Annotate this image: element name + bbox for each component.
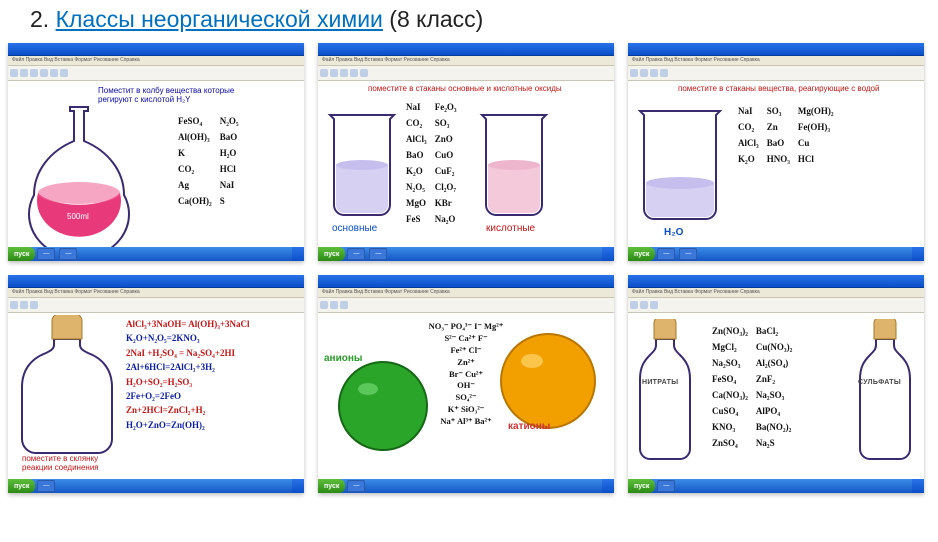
- win-taskbar: пуск—: [8, 479, 304, 493]
- win-titlebar: [8, 275, 304, 288]
- bottle-icon: [634, 319, 696, 469]
- page-title: 2. Классы неорганической химии (8 класс): [0, 0, 938, 43]
- bottle-2-label: СУЛЬФАТЫ: [858, 379, 901, 386]
- beaker-label: H₂O: [664, 227, 683, 238]
- start-button[interactable]: пуск: [318, 479, 345, 493]
- win-titlebar: [318, 43, 614, 56]
- bottle-icon: [854, 319, 916, 469]
- beaker-2-label: кислотные: [486, 223, 535, 234]
- start-button[interactable]: пуск: [8, 247, 35, 261]
- win-menubar: Файл Правка Вид Вставка Формат Рисование…: [628, 56, 924, 66]
- task-item[interactable]: —: [59, 248, 77, 260]
- task-item[interactable]: —: [37, 480, 55, 492]
- win-titlebar: [628, 275, 924, 288]
- win-taskbar: пуск——: [318, 247, 614, 261]
- panel-3-formulas: NaISO₃Mg(OH)₂CO₂ZnFe(OH)₃AlCl₃BaOCuK₂OHN…: [736, 103, 842, 169]
- tray: [292, 247, 304, 261]
- win-toolbar: [318, 66, 614, 81]
- beaker-icon: [636, 105, 724, 223]
- bottle-1-label: НИТРАТЫ: [642, 379, 678, 386]
- task-item[interactable]: —: [347, 480, 365, 492]
- tray: [912, 247, 924, 261]
- panel-4: Файл Правка Вид Вставка Формат Рисование…: [8, 275, 304, 493]
- start-button[interactable]: пуск: [628, 247, 655, 261]
- tray: [912, 479, 924, 493]
- tray: [292, 479, 304, 493]
- task-item[interactable]: —: [347, 248, 365, 260]
- win-taskbar: пуск—: [628, 479, 924, 493]
- win-menubar: Файл Правка Вид Вставка Формат Рисование…: [8, 56, 304, 66]
- win-menubar: Файл Правка Вид Вставка Формат Рисование…: [8, 288, 304, 298]
- win-titlebar: [318, 275, 614, 288]
- thumbnail-grid: Файл Правка Вид Вставка Формат Рисование…: [0, 43, 938, 493]
- win-taskbar: пуск——: [8, 247, 304, 261]
- panel-6: Файл Правка Вид Вставка Формат Рисование…: [628, 275, 924, 493]
- panel-6-formulas: Zn(NO₃)₂BaCl₂MgCl₂Cu(NO₃)₂Na₂SO₃Al₂(SO₄)…: [710, 323, 800, 453]
- tray: [602, 479, 614, 493]
- start-button[interactable]: пуск: [8, 479, 35, 493]
- beaker-icon: [478, 109, 550, 219]
- task-item[interactable]: —: [657, 248, 675, 260]
- anion-label: анионы: [324, 353, 362, 364]
- win-menubar: Файл Правка Вид Вставка Формат Рисование…: [318, 56, 614, 66]
- title-suffix: (8 класс): [389, 6, 483, 32]
- panel-1-canvas: Поместит в колбу вещества которые региру…: [8, 81, 304, 247]
- ion-list: NO₃⁻ PO₄³⁻ I⁻ Mg²⁺ S²⁻ Ca²⁺ F⁻ Fe²⁺ Cl⁻ …: [416, 321, 516, 428]
- panel-2-instruction: поместите в стаканы основные и кислотные…: [368, 85, 562, 94]
- task-item[interactable]: —: [369, 248, 387, 260]
- panel-4-canvas: AlCl₃+3NaOH= Al(OH)₃+3NaClK₂O+N₂O₅=2KNO₃…: [8, 313, 304, 479]
- win-titlebar: [8, 43, 304, 56]
- win-taskbar: пуск——: [628, 247, 924, 261]
- task-item[interactable]: —: [679, 248, 697, 260]
- win-toolbar: [8, 298, 304, 313]
- win-toolbar: [318, 298, 614, 313]
- win-menubar: Файл Правка Вид Вставка Формат Рисование…: [318, 288, 614, 298]
- panel-5: Файл Правка Вид Вставка Формат Рисование…: [318, 275, 614, 493]
- panel-2-formulas: NaIFe₂O₃CO₂SO₃AlCl₃ZnOBaOCuOK₂OCuF₂N₂O₅C…: [404, 99, 465, 229]
- panel-3: Файл Правка Вид Вставка Формат Рисование…: [628, 43, 924, 261]
- title-number: 2.: [30, 6, 49, 32]
- panel-4-equations: AlCl₃+3NaOH= Al(OH)₃+3NaClK₂O+N₂O₅=2KNO₃…: [126, 317, 250, 432]
- panel-5-canvas: анионы катионы NO₃⁻ PO₄³⁻ I⁻ Mg²⁺ S²⁻ Ca…: [318, 313, 614, 479]
- win-toolbar: [628, 66, 924, 81]
- win-menubar: Файл Правка Вид Вставка Формат Рисование…: [628, 288, 924, 298]
- panel-1-formulas: FeSO₄N₂O₅Al(OH)₃BaOKH₂OCO₂HClAgNaICa(OH)…: [176, 113, 247, 211]
- start-button[interactable]: пуск: [628, 479, 655, 493]
- panel-3-canvas: поместите в стаканы вещества, реагирующи…: [628, 81, 924, 247]
- panel-1: Файл Правка Вид Вставка Формат Рисование…: [8, 43, 304, 261]
- task-item[interactable]: —: [657, 480, 675, 492]
- beaker-icon: [326, 109, 398, 219]
- win-toolbar: [8, 66, 304, 81]
- panel-4-instruction: поместите в склянку реакции соединения: [22, 455, 99, 473]
- panel-2: Файл Правка Вид Вставка Формат Рисование…: [318, 43, 614, 261]
- win-toolbar: [628, 298, 924, 313]
- win-titlebar: [628, 43, 924, 56]
- beaker-1-label: основные: [332, 223, 377, 234]
- flask-icon: 500ml: [14, 99, 144, 247]
- panel-2-canvas: поместите в стаканы основные и кислотные…: [318, 81, 614, 247]
- flask-label: 500ml: [67, 212, 89, 221]
- start-button[interactable]: пуск: [318, 247, 345, 261]
- panel-3-instruction: поместите в стаканы вещества, реагирующи…: [678, 85, 879, 94]
- panel-6-canvas: НИТРАТЫ СУЛЬФАТЫ Zn(NO₃)₂BaCl₂MgCl₂Cu(NO…: [628, 313, 924, 479]
- title-link[interactable]: Классы неорганической химии: [56, 6, 383, 32]
- win-taskbar: пуск—: [318, 479, 614, 493]
- tray: [602, 247, 614, 261]
- task-item[interactable]: —: [37, 248, 55, 260]
- jar-icon: [12, 315, 122, 460]
